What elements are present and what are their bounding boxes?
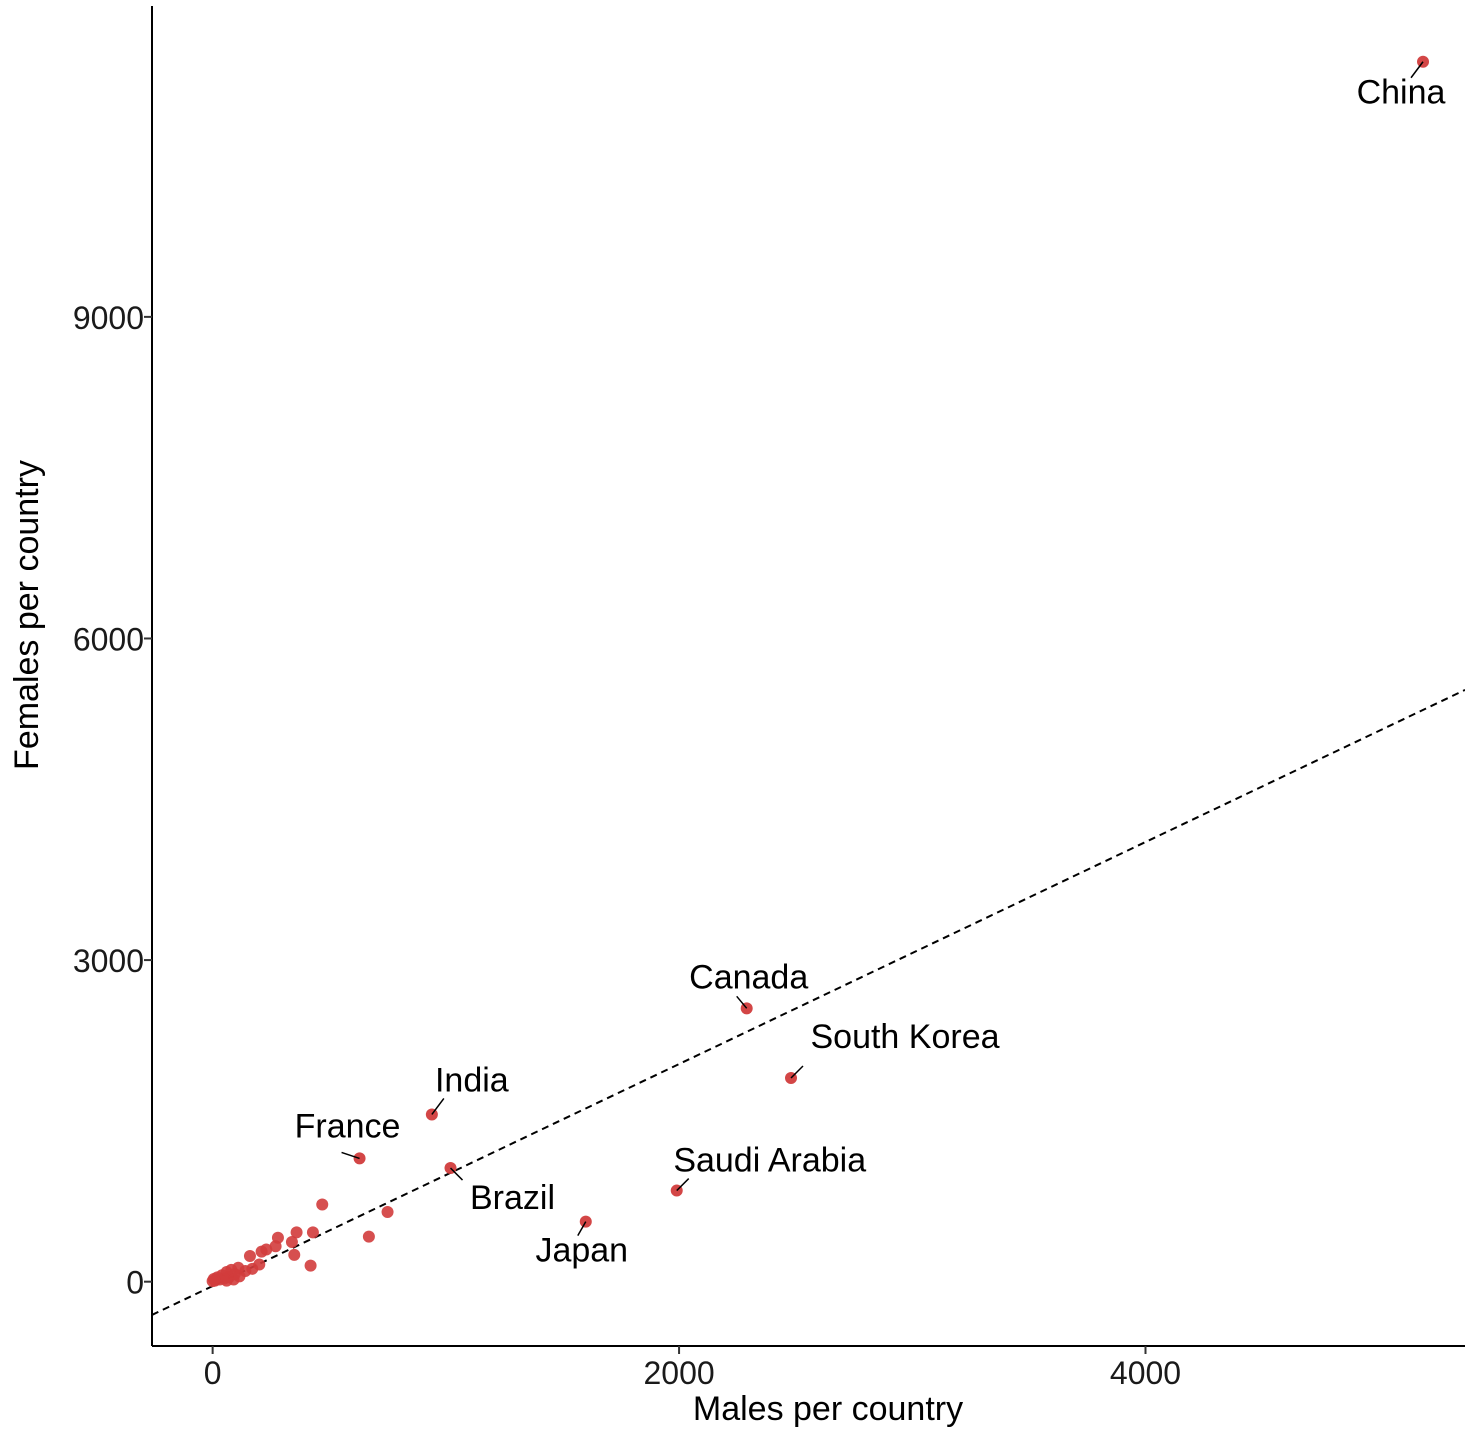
data-point — [269, 1240, 282, 1253]
point-label-brazil: Brazil — [470, 1179, 555, 1217]
trend-layer — [151, 689, 1465, 1316]
axes-layer: 0 2000 4000 0 3000 6000 9000 — [73, 6, 1465, 1391]
point-label-france: France — [295, 1107, 401, 1145]
label-leader-line — [676, 1178, 690, 1192]
x-tick-label: 0 — [204, 1355, 222, 1391]
y-tick-label: 0 — [126, 1265, 144, 1301]
point-label-south-korea: South Korea — [810, 1018, 999, 1056]
label-leader-line — [736, 995, 748, 1009]
point-label-china: China — [1357, 74, 1446, 112]
y-axis-title: Females per country — [8, 460, 46, 770]
y-tick-label: 6000 — [73, 621, 144, 657]
label-leader-line — [449, 1167, 464, 1181]
label-leader-line — [431, 1097, 445, 1115]
point-label-canada: Canada — [689, 958, 808, 996]
x-axis-title: Males per country — [693, 1390, 963, 1428]
data-point — [381, 1206, 394, 1218]
data-point — [243, 1249, 256, 1262]
point-label-saudi-arabia: Saudi Arabia — [673, 1142, 866, 1180]
data-point — [316, 1198, 329, 1211]
data-point — [255, 1245, 268, 1258]
data-point — [288, 1248, 301, 1261]
data-point — [290, 1226, 303, 1239]
data-point — [285, 1236, 298, 1249]
data-point — [304, 1259, 317, 1272]
label-leader-line — [341, 1151, 360, 1160]
point-label-japan: Japan — [535, 1232, 628, 1270]
data-point — [306, 1226, 319, 1239]
x-tick-label: 4000 — [1110, 1355, 1181, 1391]
data-point — [362, 1230, 375, 1243]
x-tick-label: 2000 — [643, 1355, 714, 1391]
trend-line — [151, 689, 1465, 1316]
data-point — [220, 1274, 233, 1287]
label-leader-line — [1410, 61, 1424, 79]
point-label-india: India — [435, 1061, 509, 1099]
y-tick-label: 3000 — [73, 943, 144, 979]
label-leader-line — [577, 1221, 587, 1237]
label-leader-line — [790, 1065, 804, 1079]
data-point — [233, 1270, 246, 1283]
data-point — [206, 1275, 219, 1288]
y-tick-label: 9000 — [73, 300, 144, 336]
